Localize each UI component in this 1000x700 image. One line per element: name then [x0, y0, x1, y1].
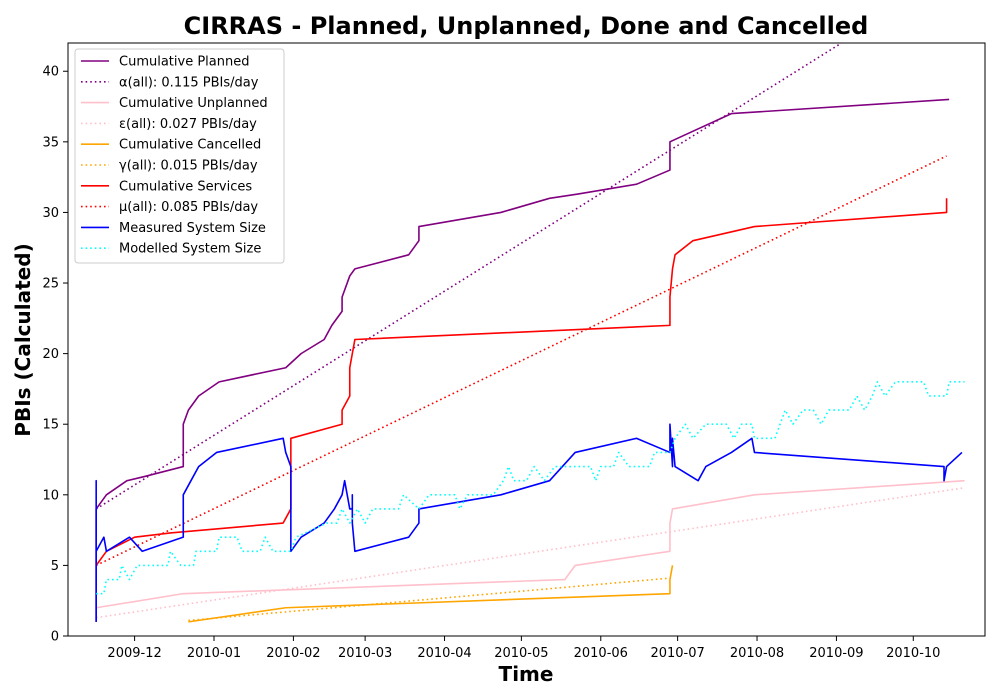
x-axis-label: Time	[499, 662, 554, 686]
series-lines	[95, 43, 965, 623]
y-tick-label: 10	[42, 488, 59, 503]
x-tick-label: 2009-12	[107, 646, 161, 661]
legend-label: Cumulative Services	[119, 179, 252, 194]
series-line-measured-system-size	[95, 423, 963, 622]
series-line-cumulative-planned	[95, 98, 950, 622]
x-tick-label: 2010-10	[886, 646, 940, 661]
x-tick-label: 2010-04	[417, 646, 471, 661]
series-line-cumulative-unplanned	[96, 479, 965, 609]
series-line-cumulative-cancelled	[188, 565, 674, 623]
legend-label: Measured System Size	[119, 221, 266, 236]
x-tick-label: 2010-07	[650, 646, 704, 661]
legend-label: ε(all): 0.027 PBIs/day	[119, 117, 257, 132]
x-tick-label: 2010-02	[266, 646, 320, 661]
legend-label: Modelled System Size	[119, 242, 261, 257]
x-tick-label: 2010-01	[187, 646, 241, 661]
series-line-cumulative-services	[95, 198, 948, 566]
legend-frame	[74, 48, 285, 264]
y-tick-label: 30	[42, 206, 59, 221]
x-tick-label: 2010-05	[494, 646, 548, 661]
plot-area: 2009-12 2010-01 2010-02 2010-03 2010-04 2010-…	[42, 42, 986, 661]
legend-label: Cumulative Planned	[119, 55, 249, 70]
chart-title: CIRRAS - Planned, Unplanned, Done and Ca…	[184, 12, 869, 40]
y-tick-label: 35	[42, 135, 59, 150]
legend: Cumulative Planned α(all): 0.115 PBIs/day…	[74, 48, 285, 264]
y-tick-label: 0	[51, 630, 59, 645]
series-layer	[95, 43, 965, 623]
plot-frame	[67, 42, 986, 637]
y-tick-label: 40	[42, 65, 59, 80]
y-tick-label: 20	[42, 347, 59, 362]
legend-label: γ(all): 0.015 PBIs/day	[119, 159, 258, 174]
series-line-all-0-115-pbis-day	[95, 43, 842, 510]
series-line-all-0-027-pbis-day	[96, 486, 965, 619]
x-tick-label: 2010-06	[574, 646, 628, 661]
y-tick-label: 25	[42, 277, 59, 292]
x-tick-label: 2010-09	[809, 646, 863, 661]
y-axis-label: PBIs (Calculated)	[11, 243, 35, 436]
legend-label: α(all): 0.115 PBIs/day	[119, 75, 259, 90]
x-axis: 2009-12 2010-01 2010-02 2010-03 2010-04 2010-…	[107, 636, 940, 661]
y-axis: 0 5 10 15 20 25 30 35 40	[42, 65, 68, 645]
legend-label: Cumulative Cancelled	[119, 138, 261, 153]
series-line-all-0-085-pbis-day	[95, 155, 947, 567]
legend-label: Cumulative Unplanned	[119, 96, 268, 111]
y-tick-label: 15	[42, 418, 59, 433]
x-tick-label: 2010-08	[730, 646, 784, 661]
y-tick-label: 5	[51, 559, 59, 574]
series-line-modelled-system-size	[96, 381, 965, 595]
x-tick-label: 2010-03	[338, 646, 392, 661]
legend-label: μ(all): 0.085 PBIs/day	[119, 200, 258, 215]
